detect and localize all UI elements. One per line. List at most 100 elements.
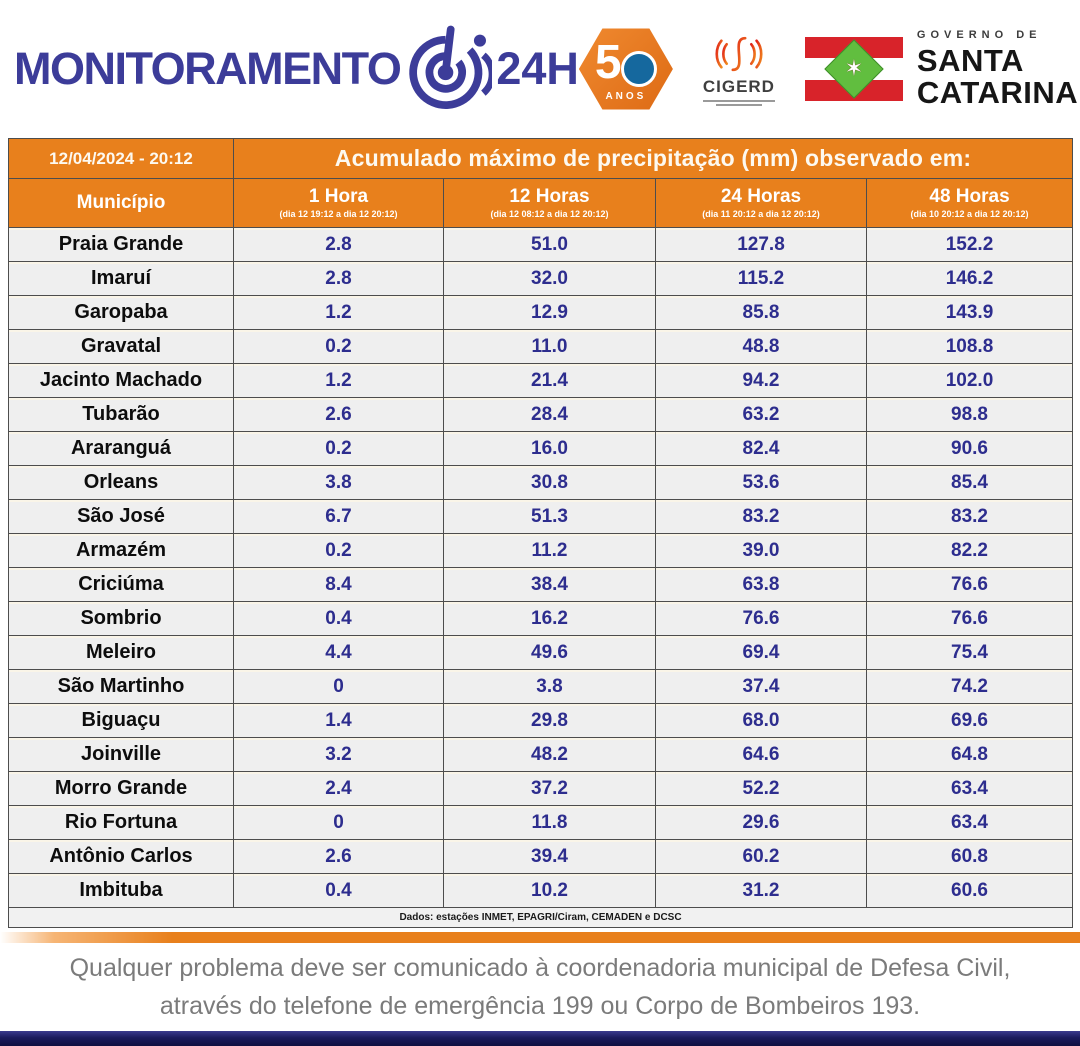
- precipitation-value: 28.4: [443, 397, 656, 432]
- precipitation-value: 146.2: [865, 261, 1074, 296]
- column-header-row: Município 1 Hora (dia 12 19:12 a dia 12 …: [8, 178, 1074, 228]
- precipitation-value: 11.2: [443, 533, 656, 568]
- precipitation-value: 63.2: [655, 397, 867, 432]
- table-row: Sombrio 0.4 16.2 76.6 76.6: [8, 601, 1074, 636]
- logo-monitoramento-text: MONITORAMENTO: [14, 43, 402, 94]
- santa-label: SANTA: [916, 42, 1024, 78]
- table-row: São Martinho 0 3.8 37.4 74.2: [8, 669, 1074, 704]
- anos-zero-circle-icon: [620, 51, 657, 87]
- precipitation-value: 11.8: [443, 805, 656, 840]
- precipitation-value: 3.2: [233, 737, 444, 772]
- precipitation-value: 38.4: [443, 567, 656, 602]
- precipitation-value: 0.2: [233, 329, 444, 364]
- precipitation-value: 102.0: [865, 363, 1074, 398]
- table-row: Armazém 0.2 11.2 39.0 82.2: [8, 533, 1074, 568]
- column-header-48-horas: 48 Horas (dia 10 20:12 a dia 12 20:12): [865, 178, 1074, 228]
- table-row: Araranguá 0.2 16.0 82.4 90.6: [8, 431, 1074, 466]
- precipitation-value: 82.4: [655, 431, 867, 466]
- precipitation-value: 12.9: [443, 295, 656, 330]
- municipality-name: Meleiro: [8, 635, 234, 670]
- precipitation-value: 32.0: [443, 261, 656, 296]
- table-row: São José 6.7 51.3 83.2 83.2: [8, 499, 1074, 534]
- municipality-name: Biguaçu: [8, 703, 234, 738]
- precipitation-value: 30.8: [443, 465, 656, 500]
- precipitation-value: 39.0: [655, 533, 867, 568]
- precipitation-value: 48.8: [655, 329, 867, 364]
- precipitation-value: 60.8: [865, 839, 1074, 874]
- orange-divider-bar: [0, 932, 1080, 943]
- municipality-name: Orleans: [8, 465, 234, 500]
- precipitation-value: 31.2: [655, 873, 867, 908]
- precipitation-value: 82.2: [865, 533, 1074, 568]
- cigerd-subtext-lines: [702, 100, 775, 106]
- precipitation-value: 0.2: [233, 533, 444, 568]
- precipitation-value: 2.8: [233, 227, 444, 262]
- precipitation-value: 2.6: [233, 839, 444, 874]
- header: MONITORAMENTO 24H 5 ANOS: [0, 0, 1080, 138]
- column-header-24-horas: 24 Horas (dia 11 20:12 a dia 12 20:12): [655, 178, 867, 228]
- anos-label: ANOS: [605, 91, 647, 102]
- precipitation-value: 0: [233, 669, 444, 704]
- municipality-name: São Martinho: [8, 669, 234, 704]
- precipitation-value: 83.2: [655, 499, 867, 534]
- precipitation-value: 64.8: [865, 737, 1074, 772]
- precipitation-value: 63.4: [865, 771, 1074, 806]
- table-row: Morro Grande 2.4 37.2 52.2 63.4: [8, 771, 1074, 806]
- table-row: Criciúma 8.4 38.4 63.8 76.6: [8, 567, 1074, 602]
- precipitation-table: 12/04/2024 - 20:12 Acumulado máximo de p…: [7, 138, 1074, 928]
- precipitation-value: 143.9: [865, 295, 1074, 330]
- table-row: Imbituba 0.4 10.2 31.2 60.6: [8, 873, 1074, 908]
- precipitation-value: 21.4: [443, 363, 656, 398]
- precipitation-value: 0.4: [233, 873, 444, 908]
- radar-icon: [409, 25, 493, 109]
- precipitation-value: 90.6: [865, 431, 1074, 466]
- column-header-12-horas: 12 Horas (dia 12 08:12 a dia 12 20:12): [443, 178, 656, 228]
- precipitation-value: 75.4: [865, 635, 1074, 670]
- table-row: Jacinto Machado 1.2 21.4 94.2 102.0: [8, 363, 1074, 398]
- precipitation-value: 16.2: [443, 601, 656, 636]
- municipality-name: Praia Grande: [8, 227, 234, 262]
- precipitation-value: 37.4: [655, 669, 867, 704]
- municipality-name: Morro Grande: [8, 771, 234, 806]
- precipitation-value: 3.8: [233, 465, 444, 500]
- navy-bottom-bar: [0, 1031, 1080, 1046]
- sc-coat-of-arms-icon: ✶: [844, 55, 864, 81]
- table-title-row: 12/04/2024 - 20:12 Acumulado máximo de p…: [8, 138, 1074, 179]
- precipitation-value: 64.6: [655, 737, 867, 772]
- precipitation-value: 69.6: [865, 703, 1074, 738]
- table-row: Orleans 3.8 30.8 53.6 85.4: [8, 465, 1074, 500]
- precipitation-value: 39.4: [443, 839, 656, 874]
- report-datetime: 12/04/2024 - 20:12: [8, 138, 234, 179]
- precipitation-value: 52.2: [655, 771, 867, 806]
- municipality-name: Garopaba: [8, 295, 234, 330]
- footer-message-line1: Qualquer problema deve ser comunicado à …: [69, 953, 1011, 982]
- table-row: Meleiro 4.4 49.6 69.4 75.4: [8, 635, 1074, 670]
- governo-de-label: GOVERNO DE: [916, 28, 1042, 41]
- precipitation-value: 1.2: [233, 363, 444, 398]
- column-period-48h: (dia 10 20:12 a dia 12 20:12): [910, 209, 1029, 220]
- precipitation-value: 29.8: [443, 703, 656, 738]
- precipitation-value: 51.0: [443, 227, 656, 262]
- municipality-name: Jacinto Machado: [8, 363, 234, 398]
- precipitation-value: 51.3: [443, 499, 656, 534]
- header-badges: 5 ANOS: [578, 25, 1078, 113]
- precipitation-value: 85.4: [865, 465, 1074, 500]
- municipality-name: Araranguá: [8, 431, 234, 466]
- precipitation-value: 108.8: [865, 329, 1074, 364]
- municipality-name: Armazém: [8, 533, 234, 568]
- precipitation-value: 48.2: [443, 737, 656, 772]
- municipality-name: Tubarão: [8, 397, 234, 432]
- precipitation-value: 94.2: [655, 363, 867, 398]
- table-row: Garopaba 1.2 12.9 85.8 143.9: [8, 295, 1074, 330]
- logo-24h-text: 24H: [496, 43, 579, 94]
- table-body: Praia Grande 2.8 51.0 127.8 152.2 Imaruí 2.8 32…: [8, 227, 1074, 908]
- cigerd-name: CIGERD: [702, 77, 775, 96]
- table-row: Gravatal 0.2 11.0 48.8 108.8: [8, 329, 1074, 364]
- governo-sc-logo: ✶ GOVERNO DE SANTA CATARINA: [804, 28, 1078, 108]
- column-header-1-hora: 1 Hora (dia 12 19:12 a dia 12 20:12): [233, 178, 444, 228]
- precipitation-value: 60.6: [865, 873, 1074, 908]
- table-row: Joinville 3.2 48.2 64.6 64.8: [8, 737, 1074, 772]
- footer-message-line2: através do telefone de emergência 199 ou…: [159, 991, 921, 1020]
- cigerd-wave-icon: [715, 36, 763, 72]
